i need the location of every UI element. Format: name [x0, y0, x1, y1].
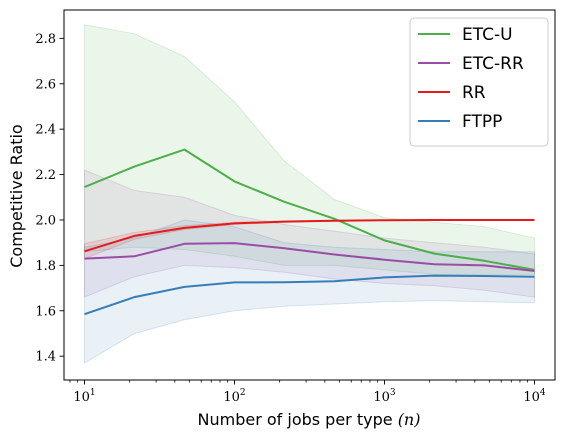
plot-frame: [63, 9, 556, 381]
x-axis-label: Number of jobs per type (n): [198, 410, 421, 429]
legend-label-ftpp: FTPP: [462, 112, 502, 132]
y-axis-label: Competitive Ratio: [7, 124, 26, 267]
y-tick-label: 1.6: [35, 304, 56, 319]
x-tick-label: 101: [73, 388, 95, 405]
band-etc-u: [84, 24, 535, 275]
confidence-bands: [84, 24, 535, 364]
legend-label-etc-u: ETC-U: [462, 25, 513, 45]
y-tick-label: 2.8: [35, 32, 56, 47]
x-tick-label: 103: [373, 388, 396, 405]
x-tick-label: 102: [223, 388, 245, 405]
line-rr: [84, 219, 535, 253]
y-tick-label: 2.6: [35, 77, 56, 92]
y-tick-label: 1.8: [35, 259, 56, 274]
x-axis-label-text: Number of jobs per type: [198, 410, 393, 429]
legend-label-rr: RR: [462, 83, 486, 103]
y-tick-label: 1.4: [35, 350, 56, 365]
band-ftpp: [84, 219, 535, 364]
line-ftpp: [84, 274, 535, 316]
line-etc-rr: [84, 242, 535, 272]
y-axis: 1.4 1.6 1.8 2.0 2.2 2.4 2.6 2.8: [35, 32, 64, 365]
line-etc-u: [84, 148, 535, 271]
y-tick-label: 2.2: [35, 168, 56, 183]
x-axis: 101 102 103 104: [69, 380, 546, 405]
y-tick-label: 2.4: [35, 123, 56, 138]
x-axis-label-variable: (n): [398, 410, 421, 429]
x-tick-label: 104: [523, 388, 546, 405]
band-etc-rr: [84, 169, 535, 298]
legend: ETC-U ETC-RR RR FTPP: [409, 17, 549, 147]
series-lines: [84, 148, 535, 316]
y-tick-label: 2.0: [35, 213, 56, 228]
legend-label-etc-rr: ETC-RR: [462, 54, 524, 74]
legend-box: [409, 17, 549, 147]
